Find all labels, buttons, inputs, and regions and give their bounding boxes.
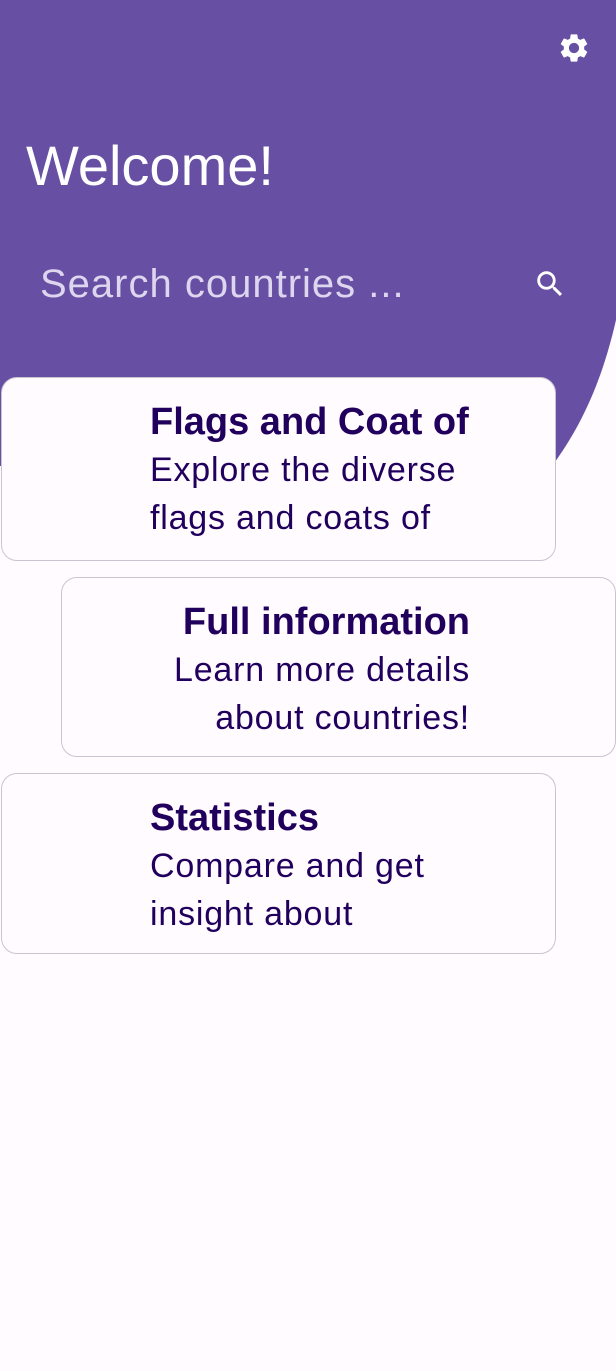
header-background xyxy=(0,0,616,466)
card-content: Statistics Compare and get insight about xyxy=(150,794,490,938)
gear-icon xyxy=(560,34,588,62)
card-description: Explore the diverse flags and coats of xyxy=(150,451,457,537)
card-statistics[interactable]: Statistics Compare and get insight about xyxy=(1,773,556,954)
card-title: Flags and Coat of xyxy=(150,401,469,443)
card-title: Statistics xyxy=(150,797,319,839)
page-title: Welcome! xyxy=(26,134,274,197)
card-content: Full information Learn more details abou… xyxy=(150,598,470,742)
card-flags-and-coats[interactable]: Flags and Coat of Explore the diverse fl… xyxy=(1,377,556,561)
search-icon[interactable] xyxy=(528,262,572,306)
card-description: Learn more details about countries! xyxy=(174,651,470,737)
card-content: Flags and Coat of Explore the diverse fl… xyxy=(150,398,510,542)
magnifier-icon xyxy=(537,271,563,297)
card-description: Compare and get insight about xyxy=(150,847,425,933)
search-input[interactable] xyxy=(24,246,504,322)
card-title: Full information xyxy=(182,601,470,643)
settings-button[interactable] xyxy=(552,26,596,70)
card-full-information[interactable]: Full information Learn more details abou… xyxy=(61,577,616,757)
